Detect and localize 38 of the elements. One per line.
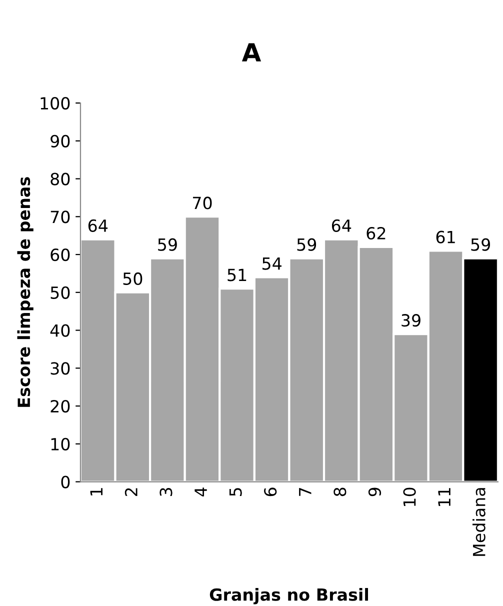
x-tick-label: 1 <box>90 488 102 496</box>
y-axis-title: Escore limpeza de penas <box>17 177 34 407</box>
y-tick-label: 40 <box>50 324 70 337</box>
x-tick-label: 4 <box>194 488 207 496</box>
y-tick-label: 90 <box>50 134 70 148</box>
x-tick-label: 9 <box>368 488 382 496</box>
data-label: 54 <box>262 257 282 270</box>
data-label: 61 <box>436 230 455 244</box>
data-label: 50 <box>123 272 142 285</box>
x-tick-label: 10 <box>403 488 416 506</box>
x-tick-label: Mediana <box>472 488 486 556</box>
data-label: 62 <box>366 226 386 240</box>
data-label: 64 <box>88 219 108 232</box>
x-tick-label: 3 <box>160 488 172 496</box>
y-tick-label: 20 <box>50 400 70 413</box>
y-tick-label: 70 <box>50 210 70 224</box>
x-tick-label: 7 <box>299 488 312 496</box>
x-tick-label: 11 <box>438 488 450 506</box>
data-label: 39 <box>402 314 420 327</box>
data-label: 59 <box>471 238 490 251</box>
y-tick-label: 80 <box>50 172 70 186</box>
y-tick-label: 60 <box>50 248 70 262</box>
x-tick-label: 8 <box>334 488 346 496</box>
y-tick-label: 30 <box>50 362 70 375</box>
y-tick-label: 10 <box>51 438 70 450</box>
x-tick-label: 2 <box>124 488 138 496</box>
x-axis-title: Granjas no Brasil <box>210 588 368 604</box>
data-label: 59 <box>158 238 177 251</box>
data-label: 59 <box>297 238 316 251</box>
y-tick-label: 100 <box>40 96 70 110</box>
y-tick-label: 0 <box>61 476 70 488</box>
data-label: 64 <box>332 219 352 232</box>
x-tick-label: 6 <box>264 488 277 496</box>
data-label: 51 <box>228 268 246 282</box>
x-tick-label: 5 <box>229 488 242 496</box>
chart-title: A <box>242 43 262 62</box>
y-tick-label: 50 <box>50 286 70 299</box>
data-label: 70 <box>193 196 212 210</box>
